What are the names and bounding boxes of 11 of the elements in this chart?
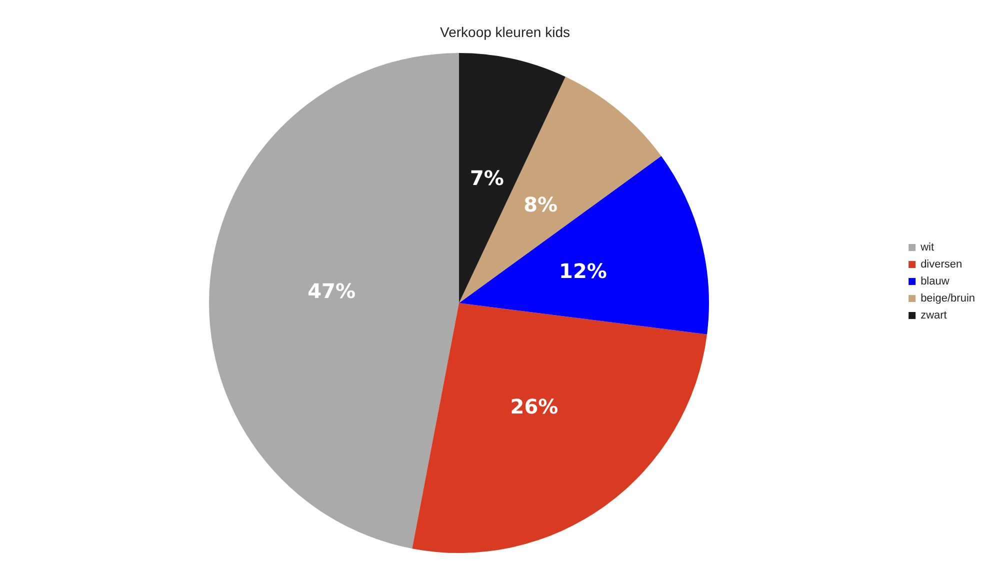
data-label: 7% <box>470 166 504 190</box>
data-label: 12% <box>559 259 607 284</box>
data-label: 47% <box>308 278 356 303</box>
legend-label: wit <box>920 242 934 254</box>
legend-label: zwart <box>920 310 947 322</box>
legend-label: diversen <box>920 258 962 270</box>
data-label: 26% <box>510 394 558 419</box>
data-label: 8% <box>524 192 558 216</box>
legend-label: beige/bruin <box>920 292 976 304</box>
chart-title: Verkoop kleuren kids <box>440 24 570 40</box>
legend-label: blauw <box>920 276 950 288</box>
